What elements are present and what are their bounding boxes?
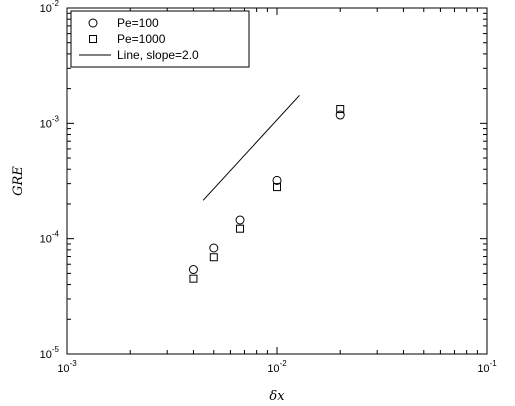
tick-label-exponent: -3 <box>52 114 60 123</box>
y-axis: 10-510-410-310-2 <box>40 0 487 361</box>
y-tick-label: 10-3 <box>40 114 60 130</box>
tick-label-base: 10 <box>57 363 69 375</box>
data-point-square <box>236 224 245 233</box>
tick-label-base: 10 <box>40 3 52 15</box>
data-point-square <box>209 253 218 262</box>
y-tick-label: 10-2 <box>40 0 60 15</box>
tick-label-exponent: -3 <box>70 359 78 368</box>
data-point-circle <box>335 110 345 120</box>
tick-label-exponent: -4 <box>52 230 60 239</box>
data-point-circle <box>235 215 245 225</box>
legend-label: Pe=1000 <box>117 32 166 46</box>
slope-line <box>202 94 300 201</box>
data-point-circle <box>209 243 219 253</box>
data-point-circle <box>272 175 282 185</box>
tick-label-exponent: -2 <box>280 359 288 368</box>
data-marks <box>188 94 345 283</box>
y-tick-label: 10-5 <box>40 345 60 361</box>
tick-label-exponent: -2 <box>52 0 60 8</box>
tick-label-base: 10 <box>40 349 52 361</box>
legend-square-symbol <box>89 35 97 43</box>
x-tick-label: 10-2 <box>267 359 287 375</box>
tick-label-exponent: -5 <box>52 345 60 354</box>
legend-label: Line, slope=2.0 <box>117 48 199 62</box>
legend-circle-symbol <box>88 18 98 28</box>
legend-box <box>70 10 250 68</box>
x-axis-label: δx <box>269 389 285 404</box>
tick-label-base: 10 <box>40 118 52 130</box>
y-tick-label: 10-4 <box>40 230 60 246</box>
x-tick-label: 10-1 <box>477 359 497 375</box>
data-point-square <box>336 105 345 114</box>
legend: Pe=100 Pe=1000 Line, slope=2.0 <box>70 10 250 68</box>
data-point-square <box>189 274 198 283</box>
x-tick-label: 10-3 <box>57 359 77 375</box>
data-point-square <box>273 183 281 192</box>
tick-label-base: 10 <box>267 363 279 375</box>
y-axis-label: GRE <box>11 166 26 196</box>
legend-label: Pe=100 <box>117 16 159 30</box>
data-point-circle <box>188 265 198 275</box>
tick-label-base: 10 <box>40 234 52 246</box>
tick-label-exponent: -1 <box>490 359 498 368</box>
tick-label-base: 10 <box>477 363 489 375</box>
